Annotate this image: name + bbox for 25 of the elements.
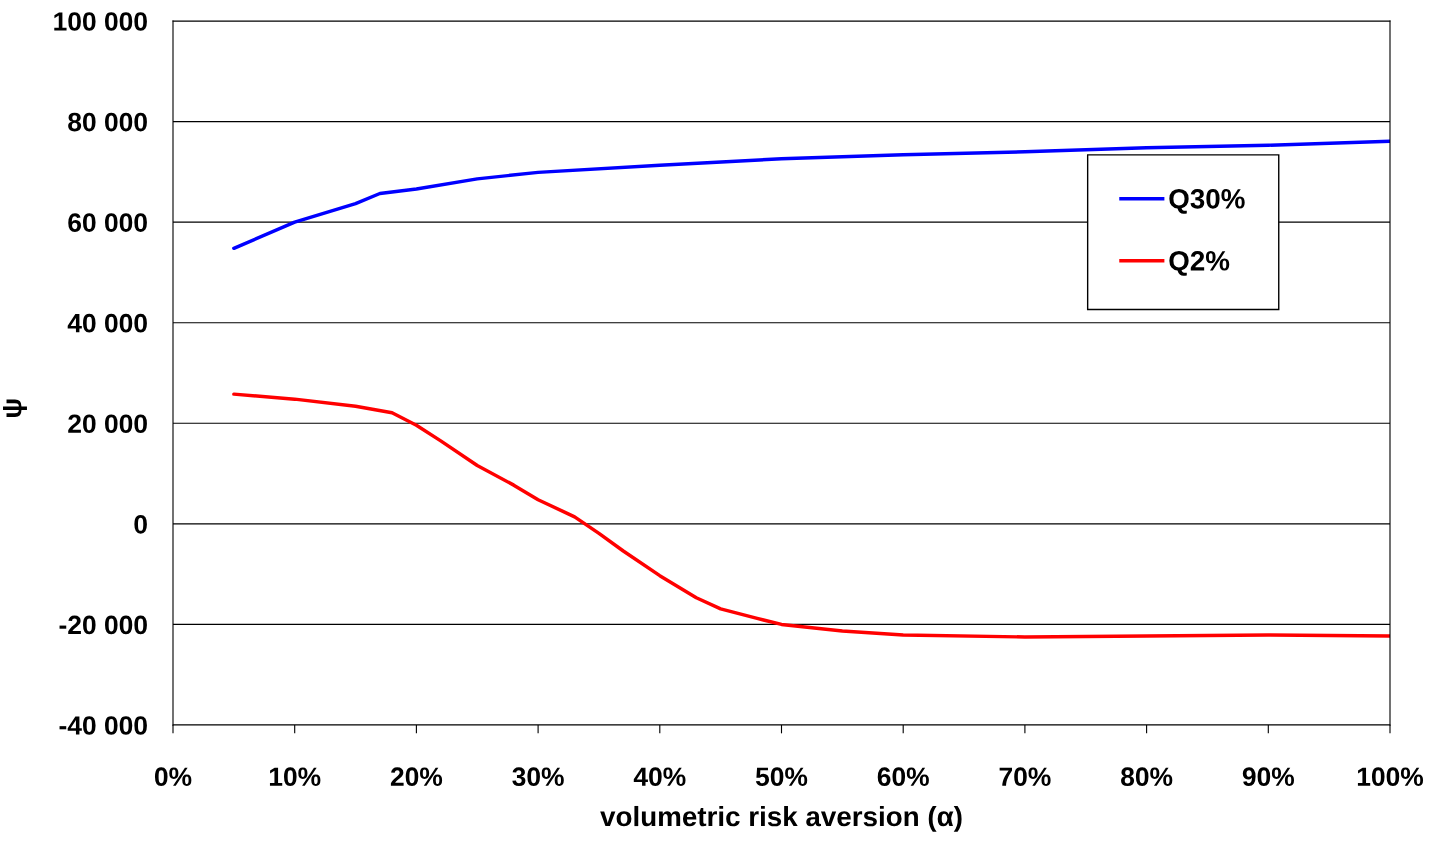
line-series [232,139,1390,251]
x-tick-label: 90% [1242,767,1295,787]
x-tick-label: 100% [1357,767,1424,787]
x-tick-label: 50% [755,767,808,787]
y-tick-label: 0 [134,514,147,534]
x-axis-title: volumetric risk aversion (α) [600,805,962,832]
legend-label: Q2% [1169,250,1230,276]
y-tick-label: 60 000 [68,213,147,232]
x-tick-label: 10% [269,767,321,787]
x-tick-label: 80% [1121,767,1173,787]
y-axis-title: ψ [3,399,27,417]
y-tick-label: 100 000 [54,12,147,31]
x-tick-label: 30% [512,767,564,787]
y-tick-label: 40 000 [67,313,147,333]
x-tick-label: 20% [390,767,443,787]
y-tick-label: -40 000 [59,716,147,735]
x-tick-label: 70% [999,767,1051,787]
legend-label: Q30% [1169,188,1245,214]
x-tick-label: 40% [633,767,686,787]
y-tick-label: 20 000 [68,414,147,434]
x-tick-label: 0% [154,767,192,787]
y-tick-label: -20 000 [59,615,147,635]
y-tick-label: 80 000 [68,112,147,132]
x-tick-label: 60% [877,767,929,787]
line-series [232,392,1390,639]
